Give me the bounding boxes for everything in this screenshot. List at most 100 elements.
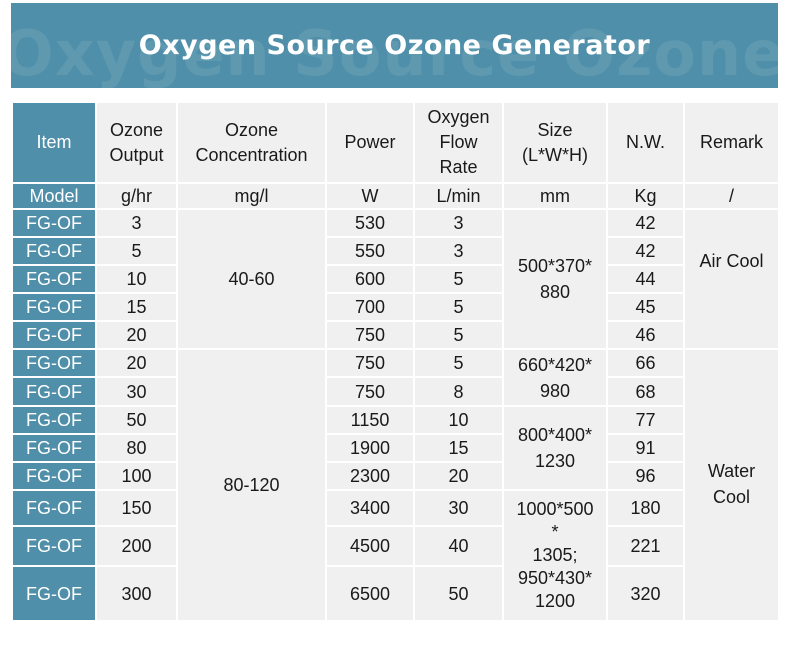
header-remark: Remark (683, 101, 780, 184)
unit-output: g/hr (95, 182, 178, 210)
unit-model: Model (11, 182, 97, 210)
flow-cell: 3 (413, 208, 504, 238)
output-cell: 200 (95, 525, 178, 567)
model-cell: FG-OF (11, 525, 97, 567)
size-cell: 660*420* 980 (502, 348, 608, 407)
table-row: FG-OF 5 550 3 42 (11, 236, 779, 266)
units-row: Model g/hr mg/l W L/min mm Kg / (11, 182, 780, 210)
table-row: FG-OF 30 750 8 68 (11, 376, 779, 407)
unit-power: W (325, 182, 415, 210)
model-cell: FG-OF (11, 565, 97, 622)
power-cell: 700 (325, 292, 415, 322)
power-cell: 1150 (325, 405, 415, 435)
size-cell: 500*370* 880 (502, 208, 608, 350)
power-cell: 1900 (325, 433, 415, 463)
concentration-cell: 80-120 (176, 348, 327, 622)
output-cell: 15 (95, 292, 178, 322)
output-cell: 10 (95, 264, 178, 294)
unit-concentration: mg/l (176, 182, 327, 210)
banner-watermark: Oxygen Source Ozone Generator (11, 17, 778, 88)
model-cell: FG-OF (11, 208, 97, 238)
power-cell: 2300 (325, 461, 415, 491)
model-cell: FG-OF (11, 405, 97, 435)
table-row: FG-OF 100 2300 20 96 (11, 461, 779, 491)
unit-nw: Kg (606, 182, 685, 210)
output-cell: 80 (95, 433, 178, 463)
nw-cell: 42 (606, 208, 685, 238)
nw-cell: 44 (606, 264, 685, 294)
model-cell: FG-OF (11, 264, 97, 294)
flow-cell: 15 (413, 433, 504, 463)
power-cell: 4500 (325, 525, 415, 567)
nw-cell: 221 (606, 525, 685, 567)
table-row: FG-OF 10 600 5 44 (11, 264, 779, 294)
output-cell: 3 (95, 208, 178, 238)
flow-cell: 3 (413, 236, 504, 266)
table-row: FG-OF 300 6500 50 320 (11, 565, 779, 622)
flow-cell: 40 (413, 525, 504, 567)
flow-cell: 5 (413, 348, 504, 378)
power-cell: 750 (325, 376, 415, 407)
flow-cell: 5 (413, 292, 504, 322)
unit-remark: / (683, 182, 780, 210)
output-cell: 5 (95, 236, 178, 266)
output-cell: 20 (95, 320, 178, 350)
table-row: FG-OF 80 1900 15 91 (11, 433, 779, 463)
output-cell: 30 (95, 376, 178, 407)
size-cell: 800*400* 1230 (502, 405, 608, 491)
model-cell: FG-OF (11, 433, 97, 463)
power-cell: 6500 (325, 565, 415, 622)
nw-cell: 46 (606, 320, 685, 350)
header-size: Size (L*W*H) (502, 101, 608, 184)
flow-cell: 5 (413, 264, 504, 294)
table-row: FG-OF 50 1150 10 800*400* 1230 77 (11, 405, 779, 491)
size-cell: 1000*500 * 1305; 950*430* 1200 (502, 489, 608, 622)
table-row: FG-OF 200 4500 40 221 (11, 525, 779, 567)
spec-table: Item Ozone Output Ozone Concentration Powe… (11, 101, 780, 622)
flow-cell: 20 (413, 461, 504, 491)
remark-cell: Air Cool (683, 208, 780, 350)
table-row: FG-OF 3 40-60 530 3 500*370* 880 42 Air C… (11, 208, 780, 350)
flow-cell: 10 (413, 405, 504, 435)
flow-cell: 50 (413, 565, 504, 622)
flow-cell: 8 (413, 376, 504, 407)
remark-cell: Water Cool (683, 348, 780, 622)
output-cell: 20 (95, 348, 178, 378)
header-item: Item (11, 101, 97, 184)
output-cell: 100 (95, 461, 178, 491)
model-cell: FG-OF (11, 489, 97, 527)
page-title: Oxygen Source Ozone Generator (138, 30, 651, 61)
power-cell: 600 (325, 264, 415, 294)
nw-cell: 320 (606, 565, 685, 622)
output-cell: 50 (95, 405, 178, 435)
output-cell: 150 (95, 489, 178, 527)
nw-cell: 68 (606, 376, 685, 407)
table-row: FG-OF 150 3400 30 1000*500 * 1305; 950*430*… (11, 489, 779, 622)
nw-cell: 77 (606, 405, 685, 435)
output-cell: 300 (95, 565, 178, 622)
header-row: Item Ozone Output Ozone Concentration Powe… (11, 101, 780, 184)
concentration-cell: 40-60 (176, 208, 327, 350)
model-cell: FG-OF (11, 292, 97, 322)
model-cell: FG-OF (11, 461, 97, 491)
power-cell: 550 (325, 236, 415, 266)
header-oxygen-flow-rate: Oxygen Flow Rate (413, 101, 504, 184)
model-cell: FG-OF (11, 236, 97, 266)
nw-cell: 180 (606, 489, 685, 527)
header-ozone-output: Ozone Output (95, 101, 178, 184)
model-cell: FG-OF (11, 376, 97, 407)
unit-size: mm (502, 182, 608, 210)
power-cell: 750 (325, 320, 415, 350)
nw-cell: 96 (606, 461, 685, 491)
model-cell: FG-OF (11, 320, 97, 350)
flow-cell: 5 (413, 320, 504, 350)
power-cell: 530 (325, 208, 415, 238)
header-net-weight: N.W. (606, 101, 685, 184)
header-power: Power (325, 101, 415, 184)
power-cell: 3400 (325, 489, 415, 527)
unit-flow: L/min (413, 182, 504, 210)
nw-cell: 66 (606, 348, 685, 378)
header-ozone-concentration: Ozone Concentration (176, 101, 327, 184)
table-row: FG-OF 15 700 5 45 (11, 292, 779, 322)
table-row: FG-OF 20 80-120 750 5 660*420* 980 66 Wat… (11, 348, 780, 622)
